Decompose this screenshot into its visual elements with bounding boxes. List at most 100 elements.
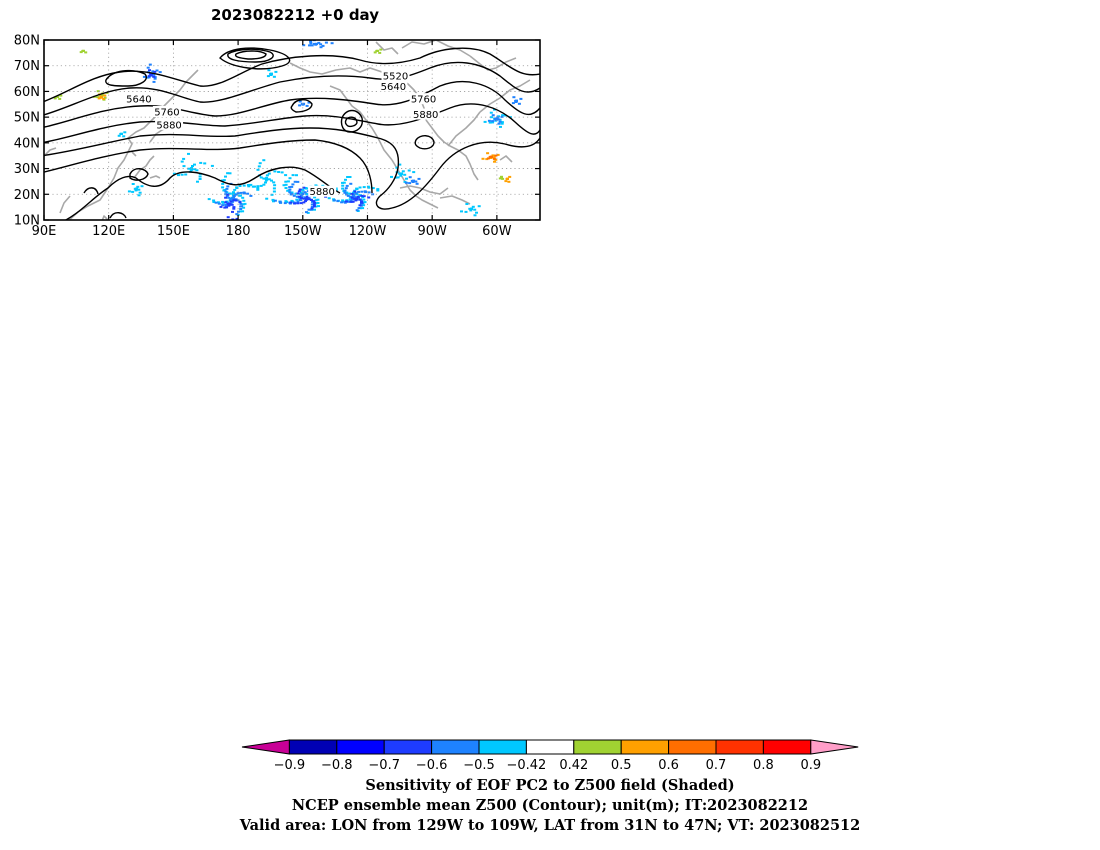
map-content [44, 40, 540, 220]
shading-cell [379, 48, 383, 51]
shading-cell [282, 184, 286, 187]
shading-cell [310, 203, 314, 206]
shading-cell [341, 181, 344, 184]
colorbar-box [478, 739, 527, 755]
shading-cell [417, 177, 421, 180]
shading-cell [324, 41, 328, 44]
shading-cell [226, 185, 230, 188]
shading-cell [473, 208, 477, 211]
shading-cell [358, 186, 362, 189]
shading-cell [184, 173, 188, 176]
shading-cell [343, 189, 347, 192]
shading-cell [492, 156, 496, 159]
shading-cell [310, 206, 314, 208]
shading-cell [232, 207, 236, 210]
shading-cell [317, 41, 321, 44]
shading-cell [399, 174, 403, 177]
shading-cell [177, 174, 180, 177]
shading-cell [225, 187, 229, 190]
shading-cell [400, 172, 404, 175]
shading-cell [316, 202, 320, 204]
shading-cell [249, 194, 253, 197]
shading-cell [262, 183, 266, 186]
shading-cell [234, 193, 238, 196]
colorbar-label: −0.5 [463, 758, 495, 773]
shading-cell [138, 191, 142, 194]
x-tick-label: 150E [157, 224, 190, 239]
shading-cell [226, 216, 230, 219]
shading-cell [358, 204, 362, 207]
shading-cell [334, 187, 338, 190]
x-tick-label: 90E [32, 224, 57, 239]
x-tick-label: 60W [482, 224, 512, 239]
shading-cell [237, 210, 240, 213]
shading-cell [309, 40, 313, 43]
shading-cell [155, 69, 159, 72]
shading-cell [312, 200, 316, 203]
shading-cell [367, 196, 371, 199]
shading-cell [189, 169, 193, 172]
shading-cell [319, 43, 323, 46]
shading-cell [497, 115, 500, 118]
shading-cell [228, 192, 232, 195]
shading-cell [137, 188, 141, 191]
shading-cell [390, 175, 393, 178]
shading-cell [235, 217, 239, 220]
shading-cell [307, 198, 311, 201]
shading-cell [259, 184, 263, 187]
shading-cell [264, 181, 267, 184]
shading-cell [357, 197, 360, 200]
shading-cell [343, 191, 347, 194]
shading-cell [394, 176, 398, 179]
shading-cell [512, 96, 516, 99]
shading-cell [226, 193, 230, 196]
shading-cell [221, 204, 225, 207]
shading-cell [277, 171, 281, 173]
shading-cell [366, 185, 370, 188]
shading-cell [140, 185, 144, 188]
contour-line [44, 139, 373, 194]
shading-cell [465, 203, 469, 205]
contour-line [64, 166, 341, 220]
shading-cell [298, 188, 302, 191]
shading-cell [460, 210, 463, 213]
x-tick-label: 120E [92, 224, 125, 239]
shading-cell [221, 182, 225, 185]
shading-cell [340, 201, 344, 204]
shading-cell [491, 114, 495, 117]
contour-label-bg [411, 108, 440, 120]
shading-cell [226, 172, 230, 175]
shading-cell [148, 63, 152, 66]
shading-cell [319, 46, 323, 49]
shading-cell [313, 196, 317, 199]
shading-cell [295, 174, 298, 177]
shading-cell [363, 190, 367, 193]
shading-cell [348, 176, 352, 178]
shading-cell [357, 207, 361, 210]
shading-cell [269, 72, 273, 75]
shading-cell [332, 199, 336, 202]
contour-label: 5880 [413, 110, 438, 121]
shading-cell [327, 197, 331, 200]
shading-cell [492, 157, 496, 160]
shading-cell [147, 75, 151, 78]
shading-cell [241, 196, 245, 199]
shading-cell [230, 203, 234, 206]
shading-cell [249, 183, 253, 186]
shading-cell [231, 210, 234, 213]
shading-cell [299, 199, 302, 202]
shading-cell [291, 183, 295, 186]
shading-cell [497, 118, 501, 121]
shading-cell [471, 205, 475, 208]
shading-cell [158, 71, 162, 74]
shading-cell [519, 97, 523, 100]
shading-cell [136, 185, 140, 188]
shading-cell [498, 177, 502, 180]
shading-cell [308, 44, 311, 47]
shading-cell [265, 174, 269, 177]
shading-cell [196, 180, 199, 183]
shading-cell [59, 94, 63, 97]
shading-cell [152, 75, 156, 78]
